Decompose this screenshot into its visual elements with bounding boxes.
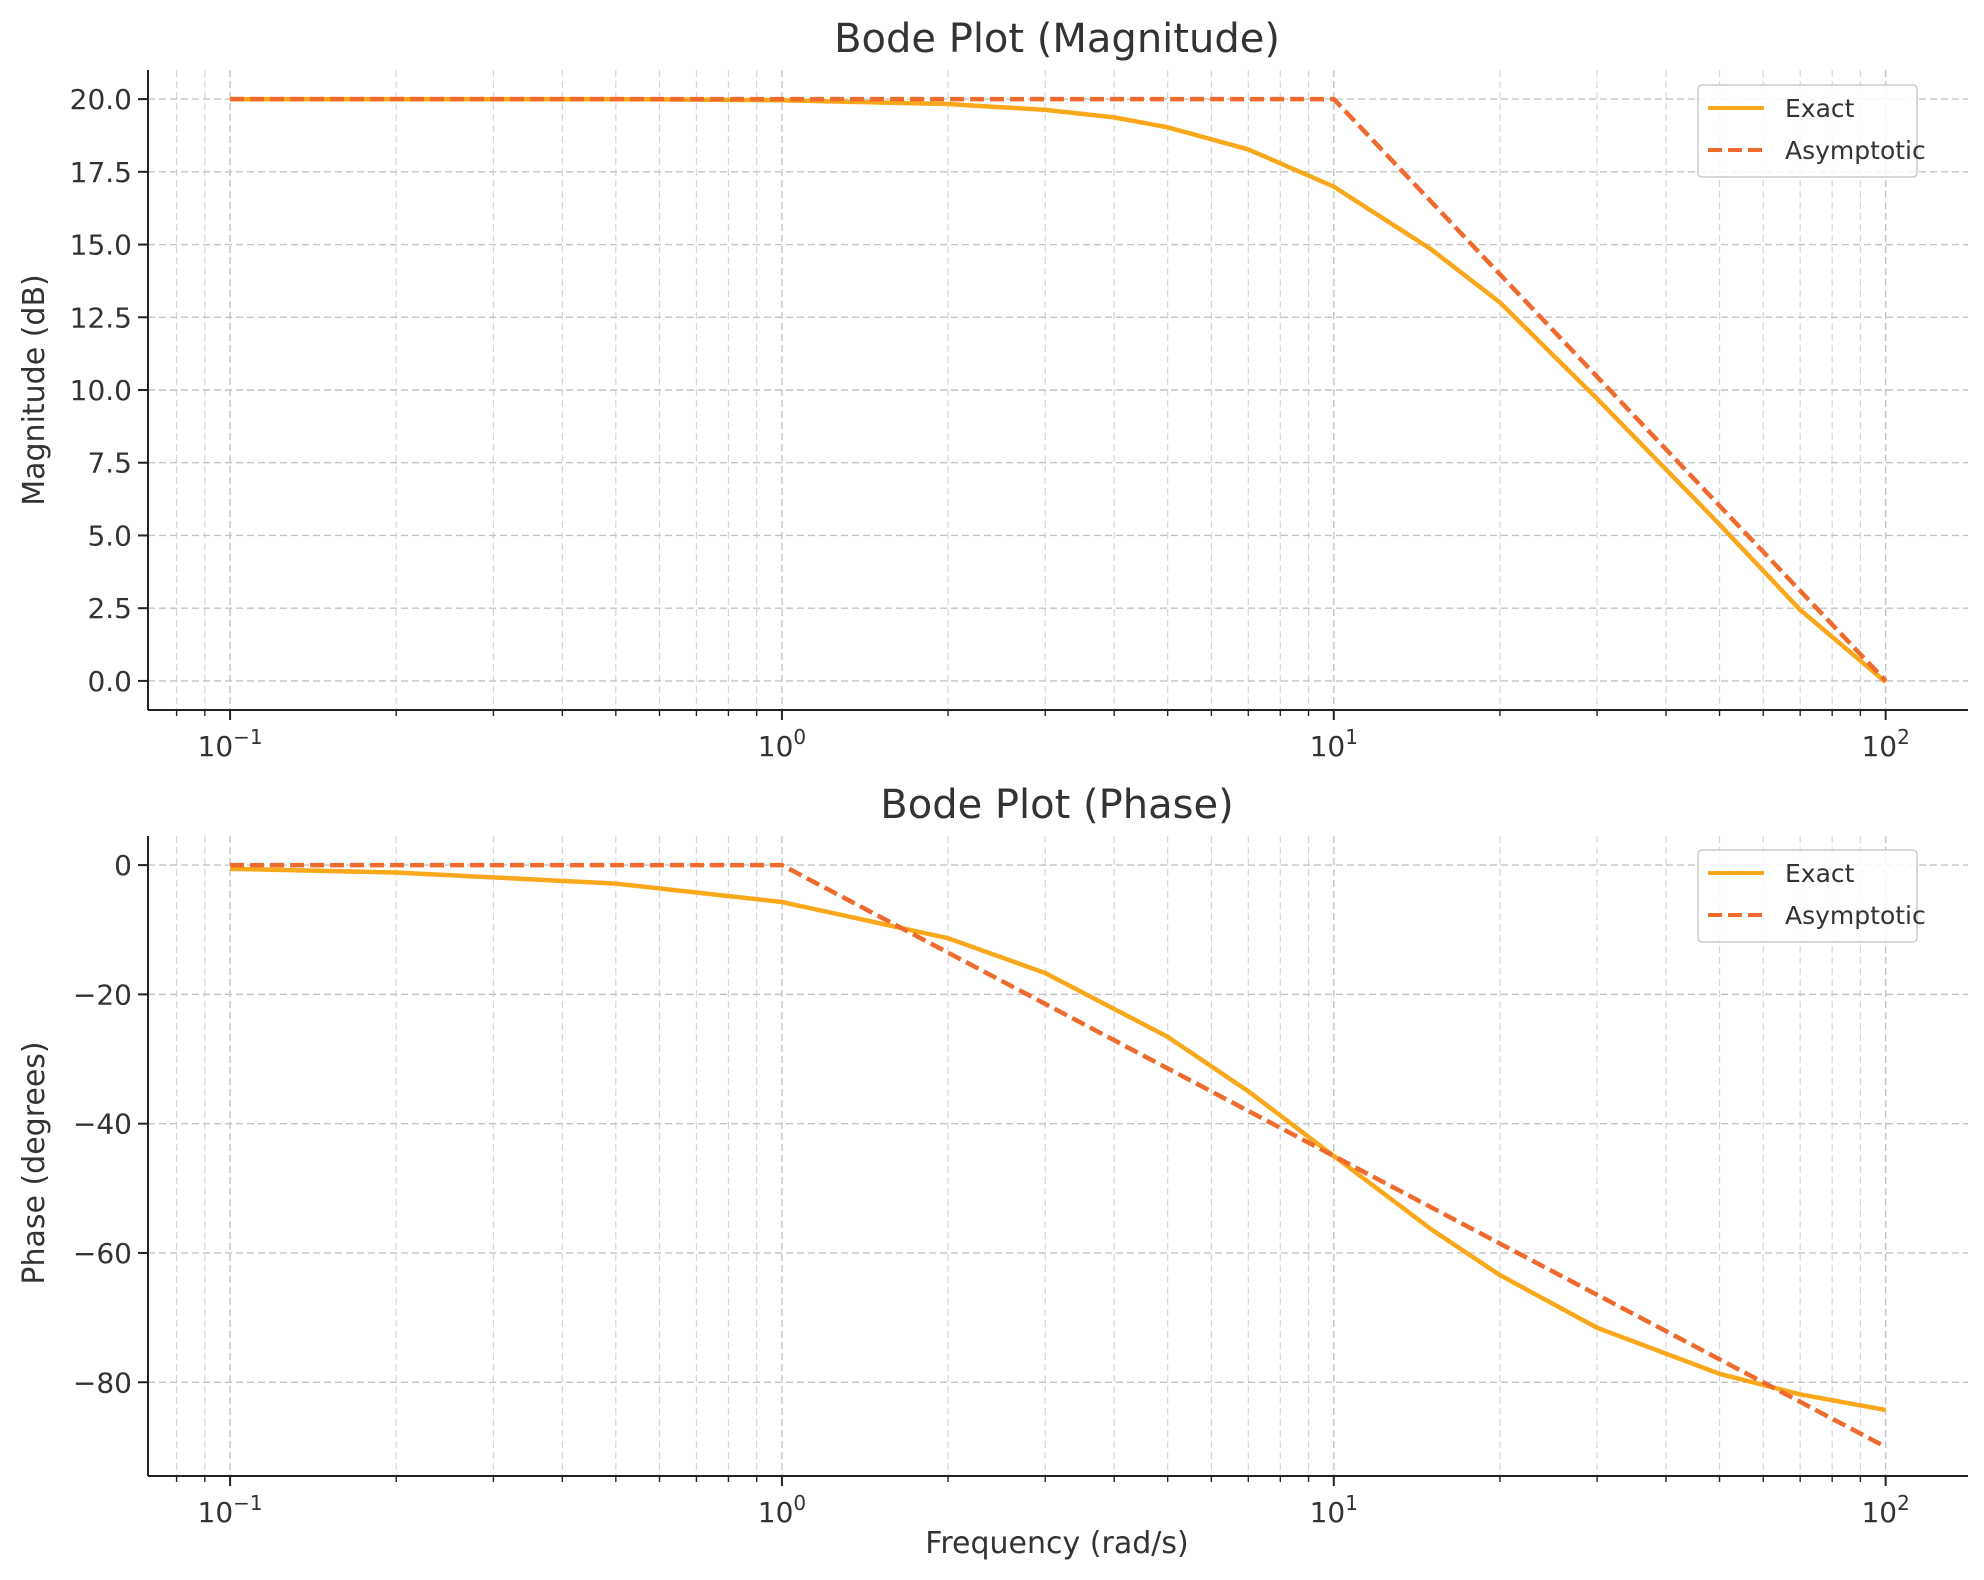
series-line-asymptotic	[230, 96, 1888, 683]
y-tick-label: 5.0	[87, 519, 132, 552]
phase-series	[230, 862, 1887, 1449]
y-tick-label: 15.0	[70, 229, 132, 262]
magnitude-grid	[148, 70, 1968, 710]
series-line-asymptotic	[230, 862, 1887, 1449]
x-tick-label: 102	[1861, 1491, 1909, 1529]
phase-ylabel: Phase (degrees)	[17, 1041, 52, 1284]
phase-grid	[148, 836, 1968, 1476]
y-tick-label: 7.5	[87, 447, 132, 480]
x-tick-label: 100	[758, 1491, 806, 1529]
y-tick-label: 0	[114, 849, 132, 882]
legend-label-asymptotic: Asymptotic	[1785, 136, 1926, 165]
y-tick-label: 17.5	[70, 156, 132, 189]
magnitude-panel: 10−1 100 101 102 0.0 2.5 5.0 7.5 10.0 12.5 15.0 17.…	[17, 16, 1968, 763]
y-tick-label: 20.0	[70, 83, 132, 116]
magnitude-title: Bode Plot (Magnitude)	[834, 16, 1280, 62]
legend-label-asymptotic: Asymptotic	[1785, 901, 1926, 930]
phase-panel: 10−1 100 101 102 −80 −60 −40 −20 0 Bode Plot (Ph…	[17, 782, 1968, 1561]
y-tick-label: −60	[73, 1237, 132, 1270]
x-tick-label: 10−1	[198, 1491, 263, 1529]
magnitude-ylabel: Magnitude (dB)	[17, 274, 52, 506]
x-tick-label: 10−1	[198, 725, 263, 763]
y-tick-label: −80	[73, 1366, 132, 1399]
phase-title: Bode Plot (Phase)	[880, 782, 1233, 828]
phase-axes	[147, 836, 1968, 1477]
phase-legend: Exact Asymptotic	[1697, 849, 1926, 943]
series-line-exact	[230, 866, 1887, 1413]
y-tick-label: 2.5	[87, 592, 132, 625]
magnitude-legend: Exact Asymptotic	[1697, 84, 1926, 178]
y-tick-label: −40	[73, 1108, 132, 1141]
x-tick-label: 102	[1861, 725, 1909, 763]
legend-label-exact: Exact	[1785, 94, 1855, 123]
x-tick-label: 101	[1310, 1491, 1358, 1529]
legend-label-exact: Exact	[1785, 859, 1855, 888]
y-tick-label: 12.5	[70, 301, 132, 334]
x-tick-label: 100	[758, 725, 806, 763]
phase-ticks: 10−1 100 101 102 −80 −60 −40 −20 0	[73, 849, 1910, 1529]
y-tick-label: 0.0	[87, 665, 132, 698]
magnitude-series	[230, 96, 1888, 684]
x-tick-label: 101	[1310, 725, 1358, 763]
y-tick-label: −20	[73, 978, 132, 1011]
y-tick-label: 10.0	[70, 374, 132, 407]
magnitude-ticks: 10−1 100 101 102 0.0 2.5 5.0 7.5 10.0 12.5 15.0 17.…	[70, 83, 1910, 763]
phase-xlabel: Frequency (rad/s)	[925, 1526, 1188, 1561]
